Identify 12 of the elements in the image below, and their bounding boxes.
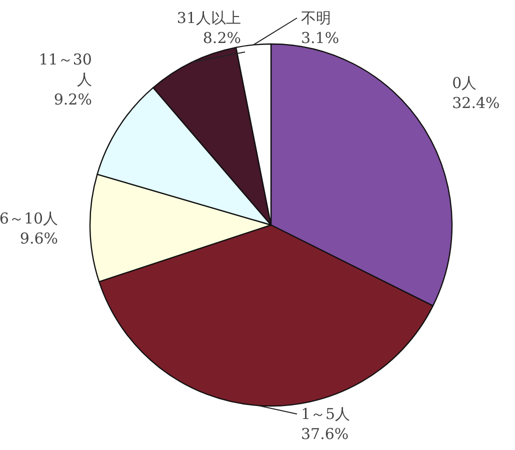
slice-label: 0人 bbox=[452, 74, 477, 92]
data-label: 9.2% bbox=[54, 90, 92, 109]
slice-label: 不明 bbox=[301, 9, 331, 27]
data-label: 37.6% bbox=[301, 425, 349, 443]
slice-label: 6～10人 bbox=[0, 210, 58, 228]
data-label: 32.4% bbox=[452, 94, 500, 112]
data-label: 9.6% bbox=[20, 230, 58, 248]
data-label: 8.2% bbox=[202, 29, 241, 47]
slice-label: 11～30人 bbox=[38, 50, 92, 89]
slice-label: 31人以上 bbox=[176, 9, 241, 27]
data-label: 3.1% bbox=[301, 29, 340, 47]
slice-label: 1～5人 bbox=[301, 405, 350, 423]
